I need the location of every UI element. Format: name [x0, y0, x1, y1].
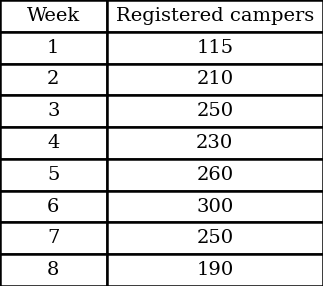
Bar — [107, 32, 323, 63]
Text: Week: Week — [27, 7, 80, 25]
Text: 250: 250 — [196, 229, 233, 247]
Text: 300: 300 — [196, 198, 234, 216]
Text: 250: 250 — [196, 102, 233, 120]
Text: 3: 3 — [47, 102, 59, 120]
Bar — [0, 191, 107, 223]
Bar — [107, 223, 323, 254]
Bar — [107, 191, 323, 223]
Text: 190: 190 — [196, 261, 234, 279]
Text: 5: 5 — [47, 166, 59, 184]
Text: Registered campers: Registered campers — [116, 7, 314, 25]
Bar — [107, 0, 323, 32]
Bar — [107, 254, 323, 286]
Text: 230: 230 — [196, 134, 234, 152]
Bar — [0, 127, 107, 159]
Bar — [107, 95, 323, 127]
Bar — [0, 0, 107, 32]
Text: 4: 4 — [47, 134, 59, 152]
Text: 7: 7 — [47, 229, 59, 247]
Bar — [0, 32, 107, 63]
Bar — [0, 223, 107, 254]
Bar — [0, 254, 107, 286]
Bar — [107, 159, 323, 191]
Bar — [0, 159, 107, 191]
Bar — [107, 63, 323, 95]
Text: 1: 1 — [47, 39, 59, 57]
Text: 8: 8 — [47, 261, 59, 279]
Bar — [0, 95, 107, 127]
Bar — [107, 127, 323, 159]
Text: 2: 2 — [47, 70, 59, 88]
Text: 115: 115 — [196, 39, 233, 57]
Text: 210: 210 — [196, 70, 233, 88]
Bar — [0, 63, 107, 95]
Text: 6: 6 — [47, 198, 59, 216]
Text: 260: 260 — [196, 166, 233, 184]
